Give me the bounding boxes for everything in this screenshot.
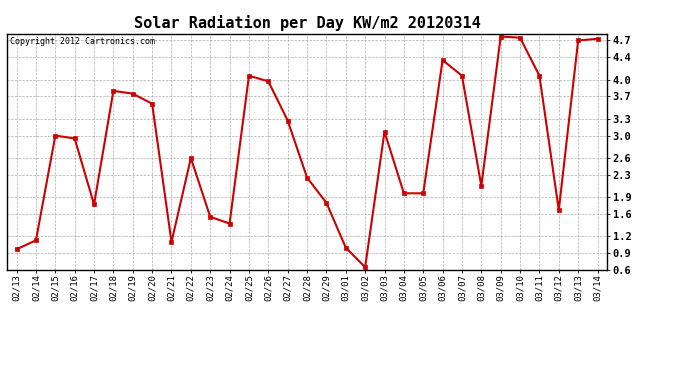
Title: Solar Radiation per Day KW/m2 20120314: Solar Radiation per Day KW/m2 20120314 [134,15,480,31]
Text: Copyright 2012 Cartronics.com: Copyright 2012 Cartronics.com [10,37,155,46]
